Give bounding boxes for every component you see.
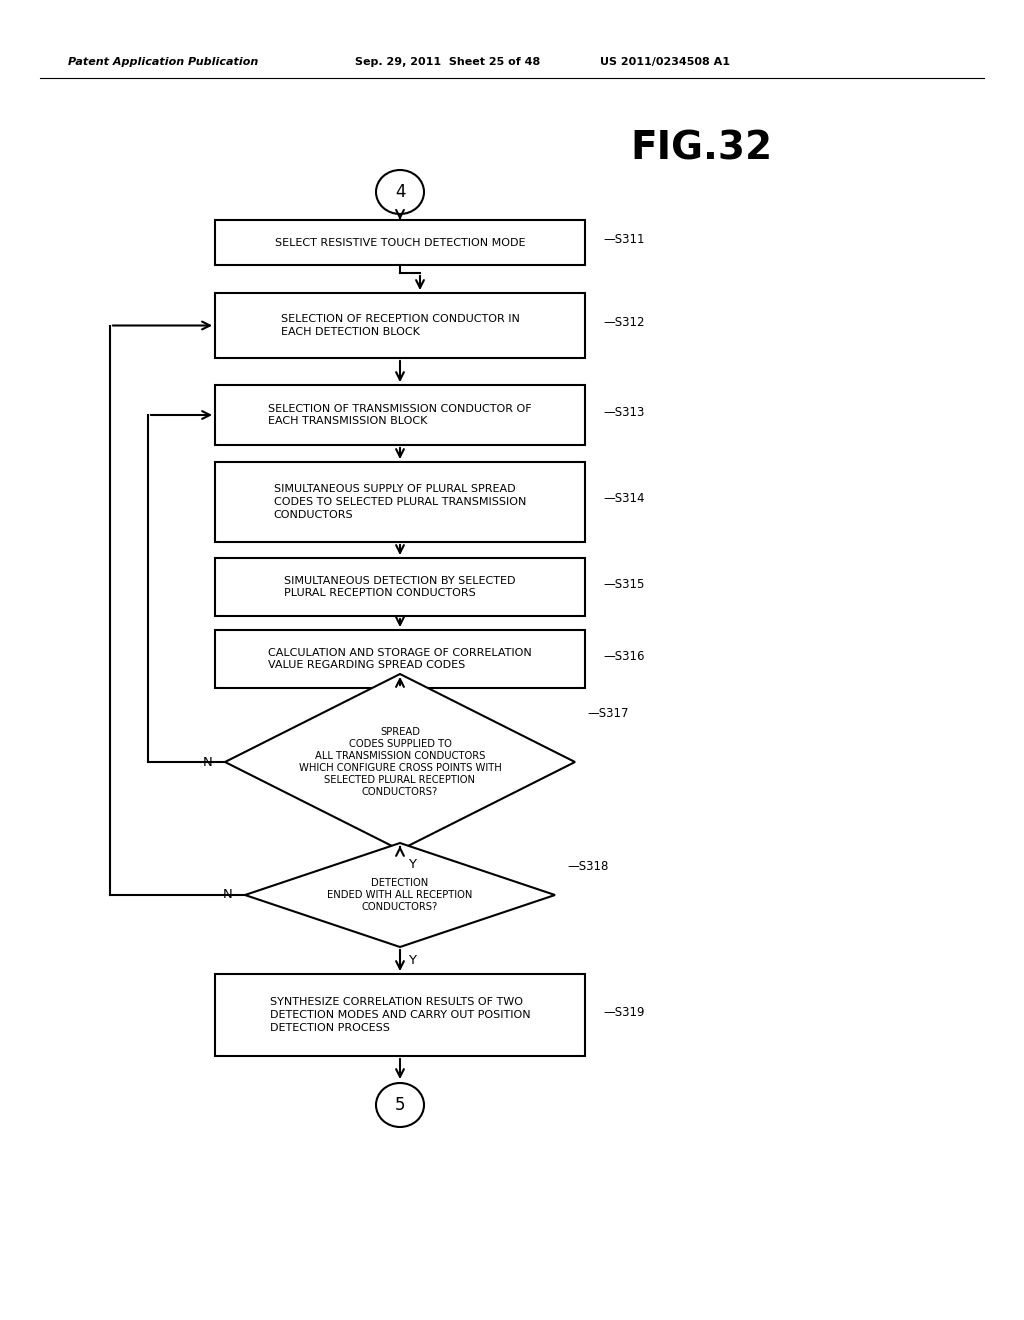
Text: Patent Application Publication: Patent Application Publication xyxy=(68,57,258,67)
Text: SELECT RESISTIVE TOUCH DETECTION MODE: SELECT RESISTIVE TOUCH DETECTION MODE xyxy=(274,238,525,248)
Ellipse shape xyxy=(376,1082,424,1127)
Text: SIMULTANEOUS SUPPLY OF PLURAL SPREAD
CODES TO SELECTED PLURAL TRANSMISSION
CONDU: SIMULTANEOUS SUPPLY OF PLURAL SPREAD COD… xyxy=(273,484,526,520)
Text: Y: Y xyxy=(408,954,416,968)
Text: —S311: —S311 xyxy=(603,234,644,246)
Text: 5: 5 xyxy=(394,1096,406,1114)
Text: SIMULTANEOUS DETECTION BY SELECTED
PLURAL RECEPTION CONDUCTORS: SIMULTANEOUS DETECTION BY SELECTED PLURA… xyxy=(285,576,516,598)
Text: —S317: —S317 xyxy=(587,708,629,721)
Ellipse shape xyxy=(376,170,424,214)
Text: —S314: —S314 xyxy=(603,492,644,506)
Text: US 2011/0234508 A1: US 2011/0234508 A1 xyxy=(600,57,730,67)
Bar xyxy=(215,974,585,1056)
Bar xyxy=(215,558,585,616)
Text: N: N xyxy=(223,888,233,902)
Text: —S318: —S318 xyxy=(567,859,608,873)
Polygon shape xyxy=(245,843,555,946)
Bar xyxy=(215,293,585,358)
Text: —S316: —S316 xyxy=(603,649,644,663)
Text: —S313: —S313 xyxy=(603,405,644,418)
Text: —S319: —S319 xyxy=(603,1006,644,1019)
Text: SELECTION OF TRANSMISSION CONDUCTOR OF
EACH TRANSMISSION BLOCK: SELECTION OF TRANSMISSION CONDUCTOR OF E… xyxy=(268,404,531,426)
Text: N: N xyxy=(203,755,213,768)
Polygon shape xyxy=(225,675,575,850)
Text: CALCULATION AND STORAGE OF CORRELATION
VALUE REGARDING SPREAD CODES: CALCULATION AND STORAGE OF CORRELATION V… xyxy=(268,648,531,671)
Text: Sep. 29, 2011  Sheet 25 of 48: Sep. 29, 2011 Sheet 25 of 48 xyxy=(355,57,541,67)
Bar xyxy=(215,385,585,445)
Bar xyxy=(215,630,585,688)
Text: SELECTION OF RECEPTION CONDUCTOR IN
EACH DETECTION BLOCK: SELECTION OF RECEPTION CONDUCTOR IN EACH… xyxy=(281,314,519,337)
Bar xyxy=(215,462,585,543)
Text: SPREAD
CODES SUPPLIED TO
ALL TRANSMISSION CONDUCTORS
WHICH CONFIGURE CROSS POINT: SPREAD CODES SUPPLIED TO ALL TRANSMISSIO… xyxy=(299,727,502,797)
Bar xyxy=(215,220,585,265)
Text: 4: 4 xyxy=(394,183,406,201)
Text: —S315: —S315 xyxy=(603,578,644,590)
Text: Y: Y xyxy=(408,858,416,870)
Text: SYNTHESIZE CORRELATION RESULTS OF TWO
DETECTION MODES AND CARRY OUT POSITION
DET: SYNTHESIZE CORRELATION RESULTS OF TWO DE… xyxy=(269,997,530,1032)
Text: —S312: —S312 xyxy=(603,315,644,329)
Text: DETECTION
ENDED WITH ALL RECEPTION
CONDUCTORS?: DETECTION ENDED WITH ALL RECEPTION CONDU… xyxy=(328,878,473,912)
Text: FIG.32: FIG.32 xyxy=(630,129,772,168)
